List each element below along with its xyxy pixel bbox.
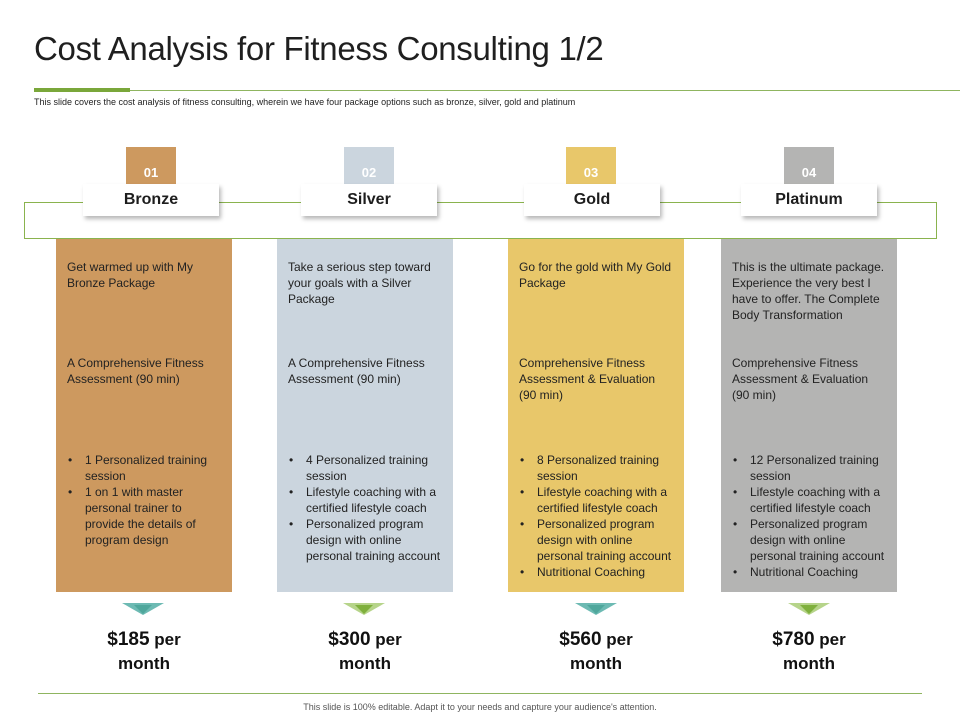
- package-feature-list: 12 Personalized training session Lifesty…: [732, 452, 885, 580]
- package-feature: 1 Personalized training session: [68, 452, 220, 484]
- footer-divider: [38, 693, 922, 694]
- price-period: month: [118, 654, 170, 673]
- package-assessment: Comprehensive Fitness Assessment & Evalu…: [519, 356, 656, 402]
- price-suffix: per: [154, 630, 181, 649]
- package-feature-list: 1 Personalized training session 1 on 1 w…: [67, 452, 220, 548]
- slide-subtitle: This slide covers the cost analysis of f…: [34, 97, 576, 107]
- price-arrow-inner-icon: [587, 605, 605, 614]
- package-feature: Nutritional Coaching: [520, 564, 672, 580]
- package-assessment: A Comprehensive Fitness Assessment (90 m…: [67, 356, 204, 386]
- title-underline: [130, 90, 960, 91]
- package-assessment: A Comprehensive Fitness Assessment (90 m…: [288, 356, 425, 386]
- price-amount: $780: [772, 629, 815, 650]
- package-feature: 1 on 1 with master personal trainer to p…: [68, 484, 220, 548]
- package-price: $560 per month: [508, 628, 684, 676]
- package-feature-list: 8 Personalized training session Lifestyl…: [519, 452, 672, 580]
- package-feature-list: 4 Personalized training session Lifestyl…: [288, 452, 441, 564]
- package-feature: Lifestyle coaching with a certified life…: [520, 484, 672, 516]
- package-card-platinum: This is the ultimate package. Experience…: [721, 239, 897, 592]
- price-period: month: [339, 654, 391, 673]
- package-name-label: Platinum: [741, 184, 877, 216]
- title-underline-accent: [34, 88, 130, 92]
- package-feature: Lifestyle coaching with a certified life…: [733, 484, 885, 516]
- package-feature: Nutritional Coaching: [733, 564, 885, 580]
- package-name-label: Silver: [301, 184, 437, 216]
- package-number-tab: 02: [344, 147, 394, 184]
- package-name-label: Gold: [524, 184, 660, 216]
- package-price: $185 per month: [56, 628, 232, 676]
- package-card-silver: Take a serious step toward your goals wi…: [277, 239, 453, 592]
- package-feature: 4 Personalized training session: [289, 452, 441, 484]
- price-arrow-inner-icon: [800, 605, 818, 614]
- package-intro: This is the ultimate package. Experience…: [732, 260, 885, 322]
- price-arrow-inner-icon: [355, 605, 373, 614]
- package-connector-frame: [24, 202, 937, 239]
- price-period: month: [570, 654, 622, 673]
- package-name-label: Bronze: [83, 184, 219, 216]
- package-number-tab: 03: [566, 147, 616, 184]
- package-price: $780 per month: [721, 628, 897, 676]
- package-feature: Personalized program design with online …: [289, 516, 441, 564]
- package-feature: 12 Personalized training session: [733, 452, 885, 484]
- package-feature: Lifestyle coaching with a certified life…: [289, 484, 441, 516]
- slide-title: Cost Analysis for Fitness Consulting 1/2: [34, 30, 604, 67]
- slide-footer: This slide is 100% editable. Adapt it to…: [303, 702, 657, 712]
- package-feature: Personalized program design with online …: [733, 516, 885, 564]
- package-card-gold: Go for the gold with My Gold Package Com…: [508, 239, 684, 592]
- package-number-tab: 01: [126, 147, 176, 184]
- package-card-bronze: Get warmed up with My Bronze Package A C…: [56, 239, 232, 592]
- price-period: month: [783, 654, 835, 673]
- package-intro: Go for the gold with My Gold Package: [519, 260, 672, 290]
- price-amount: $300: [328, 629, 371, 650]
- price-arrow-inner-icon: [134, 605, 152, 614]
- package-feature: 8 Personalized training session: [520, 452, 672, 484]
- price-suffix: per: [819, 630, 846, 649]
- package-number-tab: 04: [784, 147, 834, 184]
- price-amount: $560: [559, 629, 602, 650]
- price-amount: $185: [107, 629, 150, 650]
- price-suffix: per: [606, 630, 633, 649]
- package-intro: Take a serious step toward your goals wi…: [288, 260, 431, 306]
- package-assessment: Comprehensive Fitness Assessment & Evalu…: [732, 356, 869, 402]
- package-feature: Personalized program design with online …: [520, 516, 672, 564]
- package-price: $300 per month: [277, 628, 453, 676]
- package-intro: Get warmed up with My Bronze Package: [67, 260, 194, 290]
- price-suffix: per: [375, 630, 402, 649]
